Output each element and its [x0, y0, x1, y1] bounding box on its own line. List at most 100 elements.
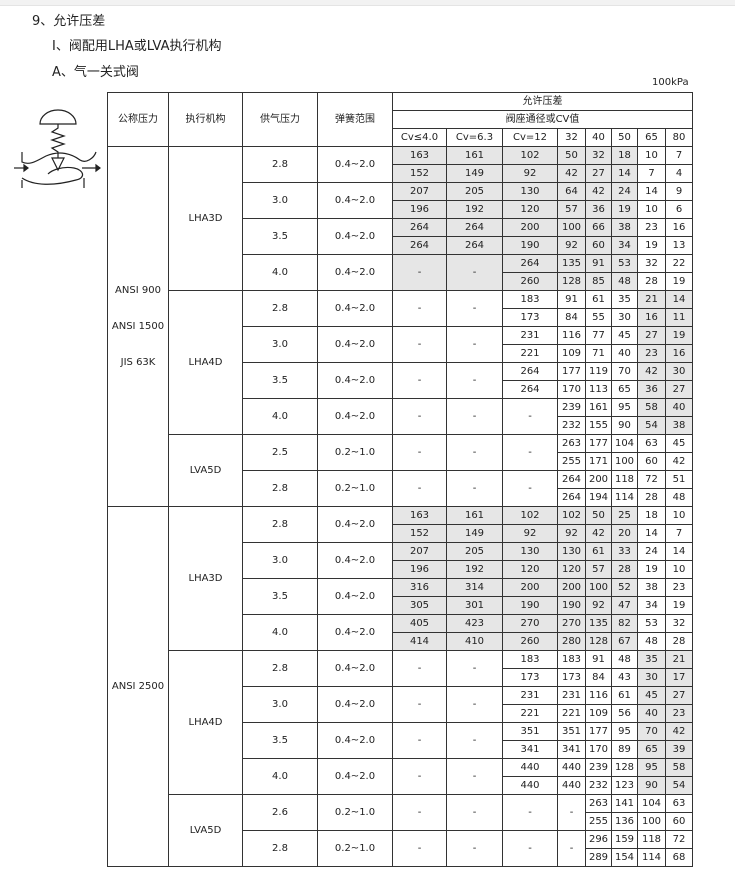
value-cell: 42	[637, 362, 666, 381]
table-row: ANSI 900 ANSI 1500 JIS 63K LHA3D 2.8 0.4~2.0 1…	[107, 146, 693, 507]
header-col: Cv=6.3	[446, 128, 503, 147]
value-cell: 54	[637, 416, 666, 435]
value-cell: 183	[502, 650, 558, 669]
value-cell: 100	[611, 452, 638, 471]
value-cell: 264	[502, 254, 558, 273]
value-cell: 47	[611, 596, 638, 615]
value-cell: 53	[611, 254, 638, 273]
table-row: 264 170 113 65 36 27	[108, 380, 693, 399]
header-allowable-differential: 允许压差	[392, 92, 693, 111]
value-cell: 341	[557, 740, 586, 759]
value-cell: -	[392, 722, 447, 759]
value-cell: 64	[557, 182, 586, 201]
table-row: LVA5D 2.5 0.2~1.0- - -263 177 104 63 45	[108, 434, 693, 507]
section-heading: 9、允许压差	[32, 14, 106, 29]
value-cell: 205	[446, 542, 503, 561]
value-cell: 264	[446, 218, 503, 237]
value-cell: 102	[557, 506, 586, 525]
spring-range-cell: 0.2~1.0	[317, 434, 393, 471]
value-cell: 16	[665, 218, 693, 237]
value-cell: 200	[557, 578, 586, 597]
value-cell: 45	[637, 686, 666, 705]
header-spring-range: 弹簧范围	[317, 92, 393, 147]
nominal-pressure-label: JIS 63K	[120, 356, 156, 368]
value-cell: 95	[611, 398, 638, 417]
value-cell: 50	[585, 506, 612, 525]
header-col: Cv=12	[502, 128, 558, 147]
value-cell: 440	[557, 758, 586, 777]
spring-range-cell: 0.4~2.0	[317, 722, 393, 759]
table-row: 255 136 100 60	[108, 812, 693, 831]
value-cell: 38	[665, 416, 693, 435]
spring-range-cell: 0.4~2.0	[317, 146, 393, 183]
spring-range-cell: 0.4~2.0	[317, 506, 393, 543]
value-cell: 90	[611, 416, 638, 435]
subsection-heading: Ⅰ、阀配用LHA或LVA执行机构	[52, 39, 222, 54]
value-cell: 280	[557, 632, 586, 651]
value-cell: 221	[502, 704, 558, 723]
header-col: 32	[557, 128, 586, 147]
supply-pressure-cell: 2.6	[242, 794, 318, 831]
value-cell: 128	[585, 632, 612, 651]
supply-pressure-cell: 3.5	[242, 218, 318, 255]
value-cell: 120	[502, 200, 558, 219]
value-cell: 316	[392, 578, 447, 597]
table-row: 2.8 0.2~1.0- - - -296 159 118 72	[108, 830, 693, 867]
value-cell: 61	[585, 542, 612, 561]
value-cell: 260	[502, 632, 558, 651]
value-cell: 52	[611, 578, 638, 597]
value-cell: 173	[502, 308, 558, 327]
value-cell: 440	[502, 758, 558, 777]
value-cell: -	[446, 470, 503, 507]
value-cell: 36	[637, 380, 666, 399]
value-cell: 264	[392, 236, 447, 255]
spring-range-cell: 0.4~2.0	[317, 650, 393, 687]
actuator-cell: LHA3D	[168, 146, 243, 291]
value-cell: 136	[611, 812, 638, 831]
table-row: 264 194 114 28 48	[108, 488, 693, 507]
value-cell: 116	[557, 326, 586, 345]
value-cell: 63	[665, 794, 693, 813]
value-cell: 42	[585, 182, 612, 201]
value-cell: 116	[585, 686, 612, 705]
header-col: 50	[611, 128, 638, 147]
value-cell: -	[446, 686, 503, 723]
table-row: 196 192 120 57 36 19 10 6	[108, 200, 693, 219]
value-cell: 72	[637, 470, 666, 489]
value-cell: 90	[637, 776, 666, 795]
value-cell: -	[557, 830, 586, 867]
value-cell: 16	[665, 344, 693, 363]
value-cell: 190	[502, 236, 558, 255]
value-cell: 58	[665, 758, 693, 777]
value-cell: 192	[446, 560, 503, 579]
value-cell: -	[446, 758, 503, 795]
supply-pressure-cell: 3.0	[242, 686, 318, 723]
value-cell: 114	[637, 848, 666, 867]
table-row: 255 171 100 60 42	[108, 452, 693, 471]
value-cell: 130	[502, 542, 558, 561]
value-cell: 43	[611, 668, 638, 687]
spring-range-cell: 0.4~2.0	[317, 326, 393, 363]
value-cell: 30	[637, 668, 666, 687]
value-cell: 34	[637, 596, 666, 615]
nominal-pressure-label: ANSI 900	[115, 284, 161, 296]
value-cell: 34	[611, 236, 638, 255]
value-cell: 440	[557, 776, 586, 795]
actuator-cell: LHA3D	[168, 506, 243, 651]
value-cell: 48	[665, 488, 693, 507]
value-cell: 32	[585, 146, 612, 165]
supply-pressure-cell: 3.5	[242, 578, 318, 615]
value-cell: -	[392, 362, 447, 399]
value-cell: 440	[502, 776, 558, 795]
value-cell: 296	[585, 830, 612, 849]
value-cell: -	[392, 686, 447, 723]
value-cell: 13	[665, 236, 693, 255]
value-cell: 100	[585, 578, 612, 597]
value-cell: 30	[611, 308, 638, 327]
value-cell: 231	[502, 326, 558, 345]
spring-range-cell: 0.4~2.0	[317, 758, 393, 795]
value-cell: 14	[637, 182, 666, 201]
unit-label: 100kPa	[652, 77, 689, 88]
value-cell: 149	[446, 524, 503, 543]
table-row: 173 173 84 43 30 17	[108, 668, 693, 687]
